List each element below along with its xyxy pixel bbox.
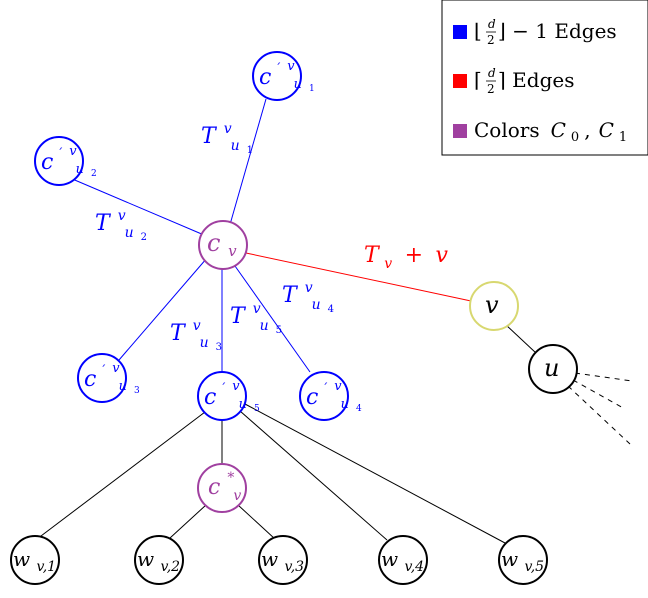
node-w2: w v,2 <box>134 535 184 585</box>
edge-u-dash-1 <box>574 372 633 382</box>
nodes: c ′ v u 1 c ′ v u 2 c v <box>10 51 578 585</box>
legend-swatch-red <box>453 74 467 88</box>
svg-text:w v,2: w v,2 <box>137 547 180 575</box>
edge-cstar-w3 <box>237 504 276 540</box>
node-w5: w v,5 <box>498 535 548 585</box>
edge-cstar-w2 <box>169 504 207 539</box>
edge-cv-cpu3 <box>118 257 208 361</box>
legend-swatch-blue <box>453 25 467 39</box>
edge-cv-cpu4 <box>234 265 311 373</box>
edge-cv-v <box>245 252 472 302</box>
node-v: v <box>469 281 519 331</box>
node-cp-u2: c ′ v u 2 <box>34 136 97 186</box>
legend: ⌊ d 2 ⌋ − 1 Edges ⌈ d 2 ⌉ Edges Colors C… <box>441 0 648 156</box>
svg-text:c * v: c * v <box>208 463 241 504</box>
edge-label-t1: T v u 1 <box>201 114 253 156</box>
legend-label-red-post: ⌉ Edges <box>498 68 574 92</box>
svg-text:c ′ v: c ′ v u 2 <box>41 136 97 179</box>
edge-label-t2: T v u 2 <box>95 201 147 243</box>
legend-frac-num-blue: d <box>488 17 496 31</box>
node-cp-u3: c ′ v u 3 <box>77 353 140 403</box>
legend-label-purple: Colors C 0 , C 1 <box>474 118 627 146</box>
edge-u-dash-3 <box>567 385 631 445</box>
legend-frac-num-red: d <box>488 66 496 80</box>
svg-text:c ′ v: c ′ v u 3 <box>84 353 140 396</box>
node-cp-u1: c ′ v u 1 <box>252 51 315 101</box>
legend-box <box>441 0 648 156</box>
legend-label-blue-post: ⌋ − 1 Edges <box>498 19 617 43</box>
legend-swatch-purple <box>453 124 467 138</box>
edge-cpu5-w5 <box>244 403 506 544</box>
legend-label-blue: ⌊ <box>474 19 482 43</box>
edge-cpu5-w4 <box>239 410 388 541</box>
edges <box>36 98 633 544</box>
node-w1: w v,1 <box>10 535 60 585</box>
svg-text:w v,5: w v,5 <box>501 547 544 575</box>
svg-text:w v,3: w v,3 <box>261 547 304 575</box>
svg-text:c ′ v: c ′ v u 4 <box>306 371 362 414</box>
svg-text:u: u <box>544 354 559 382</box>
edge-cv-cpu1 <box>228 98 267 229</box>
node-u: u <box>528 344 578 394</box>
edge-label-t5: T v u 5 <box>230 294 282 336</box>
edge-cpu5-w1 <box>36 411 206 540</box>
edge-v-u <box>505 324 537 354</box>
legend-frac-den-red: 2 <box>487 82 495 96</box>
svg-text:c v: c v <box>207 229 237 260</box>
node-cp-u4: c ′ v u 4 <box>299 371 362 421</box>
node-c-star: c * v <box>197 463 247 513</box>
legend-label-red: ⌈ <box>474 68 482 92</box>
edge-cv-cpu2 <box>69 177 205 236</box>
svg-text:c ′ v: c ′ v u 5 <box>204 371 260 414</box>
edge-label-t3: T v u 3 <box>170 311 222 353</box>
edge-labels: T v u 1 T v u 2 T v u 3 T v u 4 T v u 5 <box>95 114 449 353</box>
svg-text:w v,1: w v,1 <box>13 547 56 575</box>
legend-frac-den-blue: 2 <box>487 33 495 47</box>
node-c-v: c v <box>198 220 248 270</box>
edge-label-tv: T v + v <box>364 242 449 273</box>
edge-u-dash-2 <box>572 379 626 410</box>
svg-text:v: v <box>485 291 499 319</box>
node-w4: w v,4 <box>378 535 428 585</box>
svg-text:c ′ v: c ′ v u 1 <box>259 51 315 94</box>
node-cp-u5: c ′ v u 5 <box>197 371 260 421</box>
edge-label-t4: T v u 4 <box>282 273 334 315</box>
svg-text:w v,4: w v,4 <box>381 547 424 575</box>
node-w3: w v,3 <box>258 535 308 585</box>
